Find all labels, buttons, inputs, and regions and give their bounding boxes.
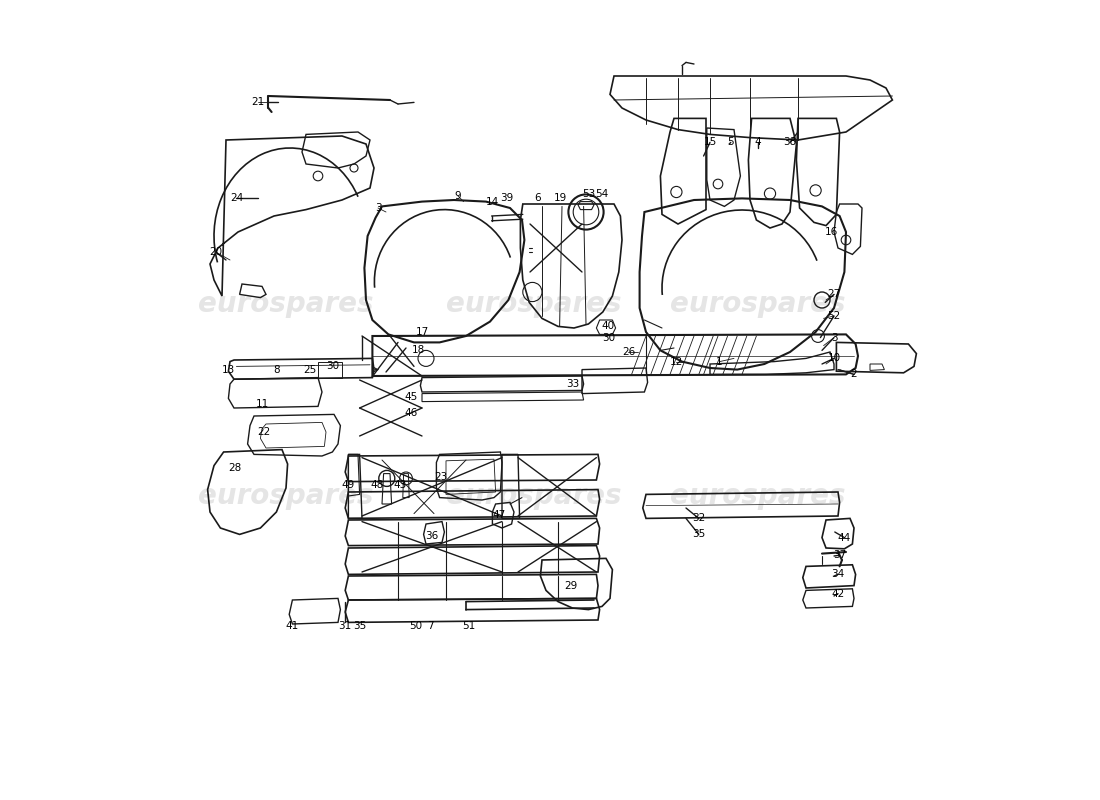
Text: 1: 1 <box>716 357 723 366</box>
Text: 8: 8 <box>273 365 279 374</box>
Text: eurospares: eurospares <box>670 482 846 510</box>
Text: 30: 30 <box>326 362 339 371</box>
Text: 37: 37 <box>833 550 846 560</box>
Text: eurospares: eurospares <box>198 290 374 318</box>
Text: eurospares: eurospares <box>447 482 622 510</box>
Text: 47: 47 <box>492 510 505 520</box>
Text: 21: 21 <box>252 98 265 107</box>
Text: 17: 17 <box>416 327 429 337</box>
Text: 7: 7 <box>427 621 433 630</box>
Text: eurospares: eurospares <box>198 482 374 510</box>
Text: 39: 39 <box>500 194 514 203</box>
Text: 44: 44 <box>838 533 851 542</box>
Text: 45: 45 <box>404 392 417 402</box>
Text: 3: 3 <box>830 333 837 342</box>
Text: 23: 23 <box>434 472 448 482</box>
Text: 20: 20 <box>209 247 222 257</box>
Text: 42: 42 <box>832 589 845 598</box>
Text: 41: 41 <box>286 621 299 630</box>
Text: 25: 25 <box>304 365 317 374</box>
Text: 3: 3 <box>375 203 382 213</box>
Text: 38: 38 <box>783 138 796 147</box>
Text: 24: 24 <box>230 194 243 203</box>
Text: 10: 10 <box>827 354 840 363</box>
Text: 40: 40 <box>601 322 614 331</box>
Text: 13: 13 <box>222 365 235 374</box>
Text: 32: 32 <box>692 514 705 523</box>
Text: 18: 18 <box>412 346 426 355</box>
Text: 48: 48 <box>371 480 384 490</box>
Text: 30: 30 <box>603 333 616 342</box>
Text: 50: 50 <box>409 621 422 630</box>
Text: 54: 54 <box>595 189 608 198</box>
Text: 15: 15 <box>703 138 716 147</box>
Text: 14: 14 <box>486 197 499 206</box>
Text: 29: 29 <box>564 581 578 590</box>
Text: 26: 26 <box>621 347 635 357</box>
Text: 5: 5 <box>727 138 734 147</box>
Text: 34: 34 <box>832 570 845 579</box>
Text: 35: 35 <box>353 621 366 630</box>
Text: eurospares: eurospares <box>670 290 846 318</box>
Text: 4: 4 <box>755 138 761 147</box>
Text: 2: 2 <box>850 370 857 379</box>
Text: 22: 22 <box>257 427 271 437</box>
Text: 52: 52 <box>827 311 840 321</box>
Text: 28: 28 <box>228 463 241 473</box>
Text: 12: 12 <box>670 357 683 366</box>
Text: 33: 33 <box>565 379 579 389</box>
Text: 49: 49 <box>342 480 355 490</box>
Text: 9: 9 <box>454 191 461 201</box>
Text: 51: 51 <box>462 621 475 630</box>
Text: 43: 43 <box>393 480 406 490</box>
Text: 27: 27 <box>827 290 840 299</box>
Text: 46: 46 <box>404 408 417 418</box>
Text: 19: 19 <box>553 194 566 203</box>
Text: eurospares: eurospares <box>447 290 622 318</box>
Text: 31: 31 <box>339 621 352 630</box>
Text: 6: 6 <box>534 194 540 203</box>
Text: 11: 11 <box>255 399 268 409</box>
Text: 53: 53 <box>582 189 595 198</box>
Text: 35: 35 <box>692 530 705 539</box>
Text: 36: 36 <box>425 531 438 541</box>
Text: 16: 16 <box>825 227 838 237</box>
